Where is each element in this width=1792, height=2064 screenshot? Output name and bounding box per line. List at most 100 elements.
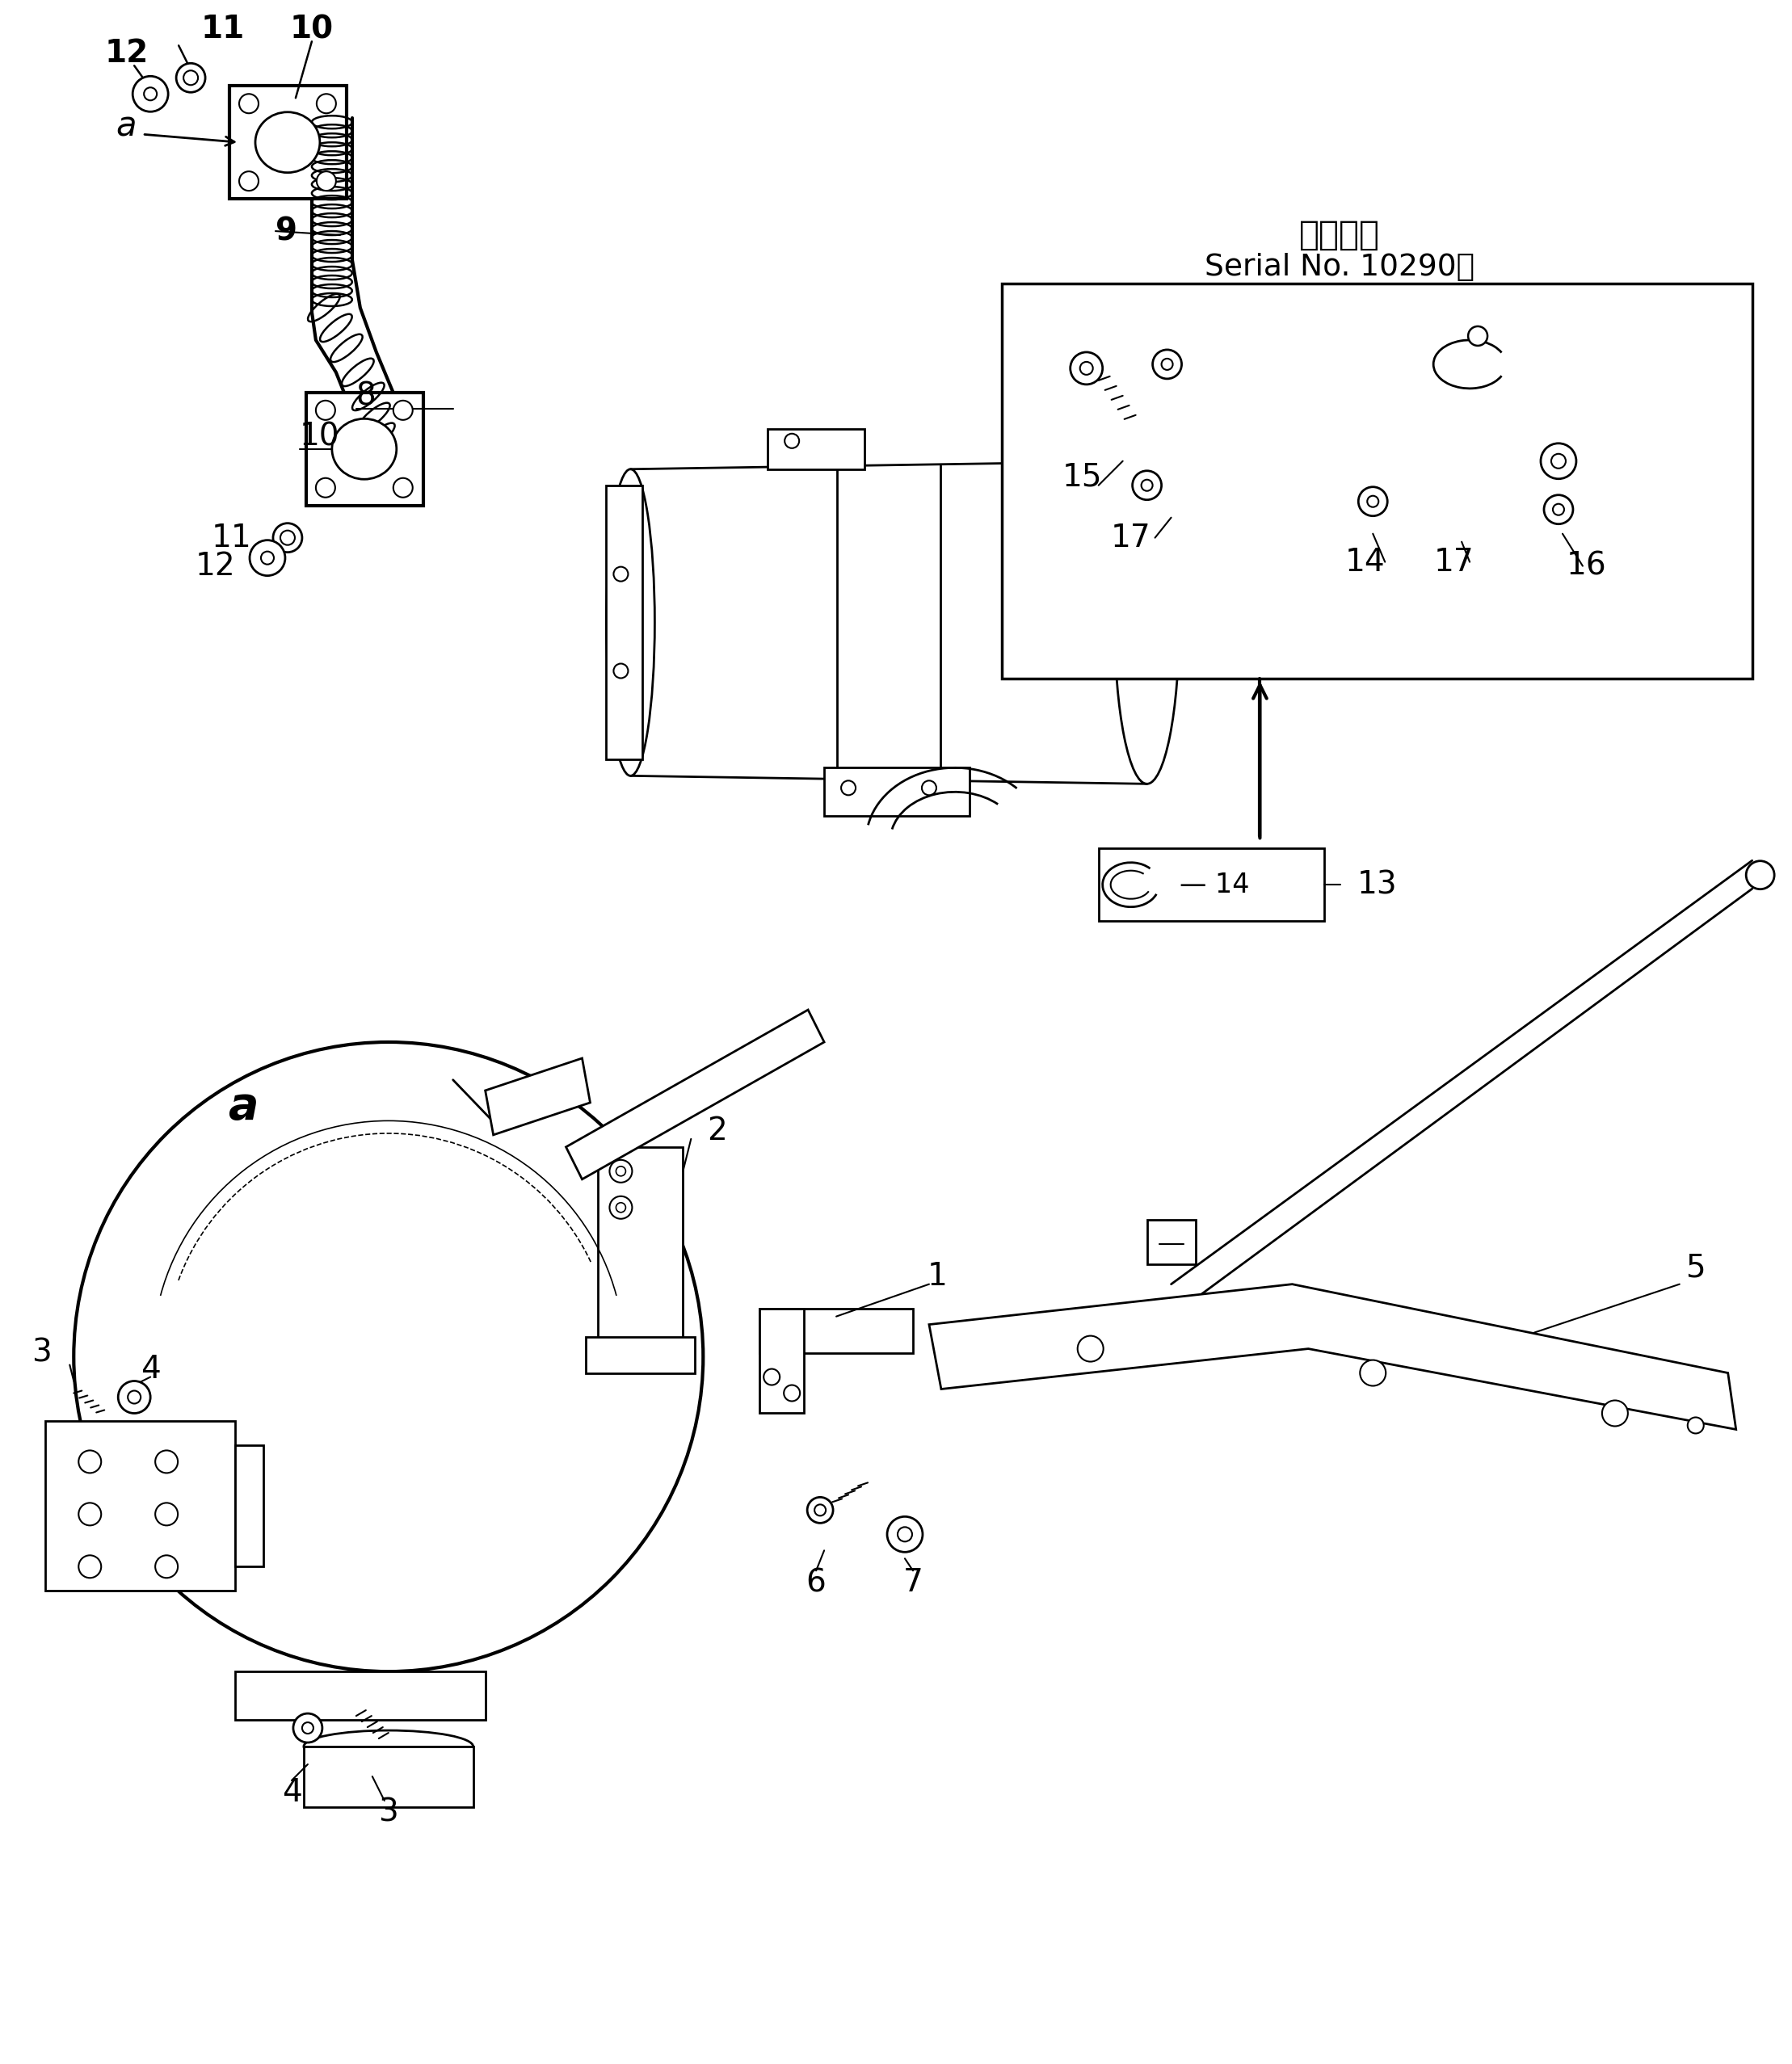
- Circle shape: [272, 522, 303, 553]
- Text: 1: 1: [926, 1261, 948, 1292]
- Circle shape: [1358, 487, 1387, 516]
- Circle shape: [898, 1527, 912, 1542]
- Circle shape: [1602, 1399, 1627, 1426]
- Ellipse shape: [1745, 861, 1774, 890]
- Text: 3: 3: [32, 1337, 52, 1368]
- Circle shape: [763, 1368, 780, 1385]
- Circle shape: [249, 541, 285, 576]
- Text: 9: 9: [276, 217, 297, 246]
- Text: 11: 11: [211, 522, 251, 553]
- Ellipse shape: [1115, 460, 1179, 784]
- Circle shape: [79, 1503, 100, 1525]
- Circle shape: [303, 1721, 314, 1734]
- Circle shape: [133, 76, 168, 111]
- Ellipse shape: [303, 1730, 473, 1763]
- Circle shape: [785, 433, 799, 448]
- Ellipse shape: [606, 469, 654, 776]
- Bar: [1147, 1220, 1195, 1263]
- Circle shape: [921, 780, 937, 795]
- Circle shape: [1468, 326, 1487, 345]
- Circle shape: [783, 1385, 799, 1401]
- Ellipse shape: [254, 111, 319, 173]
- Text: Serial No. 10290～: Serial No. 10290～: [1204, 254, 1475, 283]
- Text: 12: 12: [195, 551, 235, 582]
- Circle shape: [73, 1042, 702, 1672]
- Circle shape: [1133, 471, 1161, 499]
- Circle shape: [317, 95, 335, 114]
- Bar: [760, 1309, 912, 1352]
- Text: 10: 10: [290, 14, 333, 45]
- Text: a: a: [228, 1086, 258, 1129]
- Circle shape: [1367, 495, 1378, 508]
- Circle shape: [616, 1203, 625, 1212]
- Text: 12: 12: [104, 39, 149, 68]
- Circle shape: [238, 171, 258, 190]
- Circle shape: [887, 1517, 923, 1552]
- Polygon shape: [566, 1009, 824, 1179]
- Bar: [235, 1672, 486, 1719]
- Circle shape: [143, 87, 158, 101]
- Text: 15: 15: [1063, 462, 1102, 493]
- Bar: [599, 1148, 683, 1368]
- Circle shape: [1554, 504, 1564, 516]
- Circle shape: [613, 568, 629, 582]
- Polygon shape: [486, 1059, 590, 1135]
- Text: 8: 8: [357, 382, 376, 413]
- Text: 14: 14: [1344, 547, 1385, 578]
- Text: 11: 11: [201, 14, 246, 45]
- Bar: [1002, 283, 1753, 679]
- Circle shape: [183, 70, 197, 85]
- Text: 16: 16: [1566, 551, 1607, 582]
- Text: 3: 3: [378, 1798, 398, 1829]
- Circle shape: [1142, 479, 1152, 491]
- Circle shape: [294, 1713, 323, 1742]
- Circle shape: [317, 171, 335, 190]
- Circle shape: [262, 551, 274, 563]
- Circle shape: [79, 1556, 100, 1577]
- Circle shape: [392, 400, 412, 419]
- Circle shape: [280, 530, 296, 545]
- Text: 4: 4: [140, 1354, 161, 1385]
- Text: 2: 2: [708, 1115, 728, 1146]
- Text: 10: 10: [299, 421, 340, 452]
- Circle shape: [238, 95, 258, 114]
- Circle shape: [1077, 1335, 1104, 1362]
- Circle shape: [613, 665, 629, 679]
- Circle shape: [127, 1391, 142, 1404]
- Circle shape: [1541, 444, 1577, 479]
- Circle shape: [1081, 361, 1093, 376]
- Bar: [767, 429, 864, 469]
- Text: a: a: [116, 109, 136, 142]
- Circle shape: [1161, 359, 1172, 369]
- Circle shape: [815, 1505, 826, 1515]
- Bar: [760, 1309, 805, 1414]
- Circle shape: [79, 1451, 100, 1474]
- Circle shape: [156, 1556, 177, 1577]
- Circle shape: [1545, 495, 1573, 524]
- Text: 17: 17: [1434, 547, 1473, 578]
- Text: 13: 13: [1357, 869, 1396, 900]
- Polygon shape: [928, 1284, 1736, 1430]
- Bar: [306, 392, 423, 506]
- Circle shape: [609, 1160, 633, 1183]
- Circle shape: [616, 1166, 625, 1176]
- Text: 4: 4: [281, 1777, 301, 1808]
- Circle shape: [1552, 454, 1566, 469]
- Circle shape: [806, 1496, 833, 1523]
- Circle shape: [156, 1503, 177, 1525]
- Circle shape: [118, 1381, 151, 1414]
- Circle shape: [1688, 1418, 1704, 1434]
- Bar: [824, 768, 969, 815]
- Circle shape: [392, 479, 412, 497]
- Circle shape: [840, 780, 855, 795]
- Bar: [1098, 848, 1324, 921]
- Circle shape: [1152, 349, 1181, 380]
- Circle shape: [176, 64, 206, 93]
- Text: — 14: — 14: [1179, 871, 1249, 898]
- Bar: [586, 1337, 695, 1373]
- Text: 適用号機: 適用号機: [1299, 219, 1380, 252]
- Text: 5: 5: [1686, 1253, 1706, 1284]
- Ellipse shape: [332, 419, 396, 479]
- Text: 6: 6: [806, 1567, 826, 1598]
- Bar: [235, 1445, 263, 1567]
